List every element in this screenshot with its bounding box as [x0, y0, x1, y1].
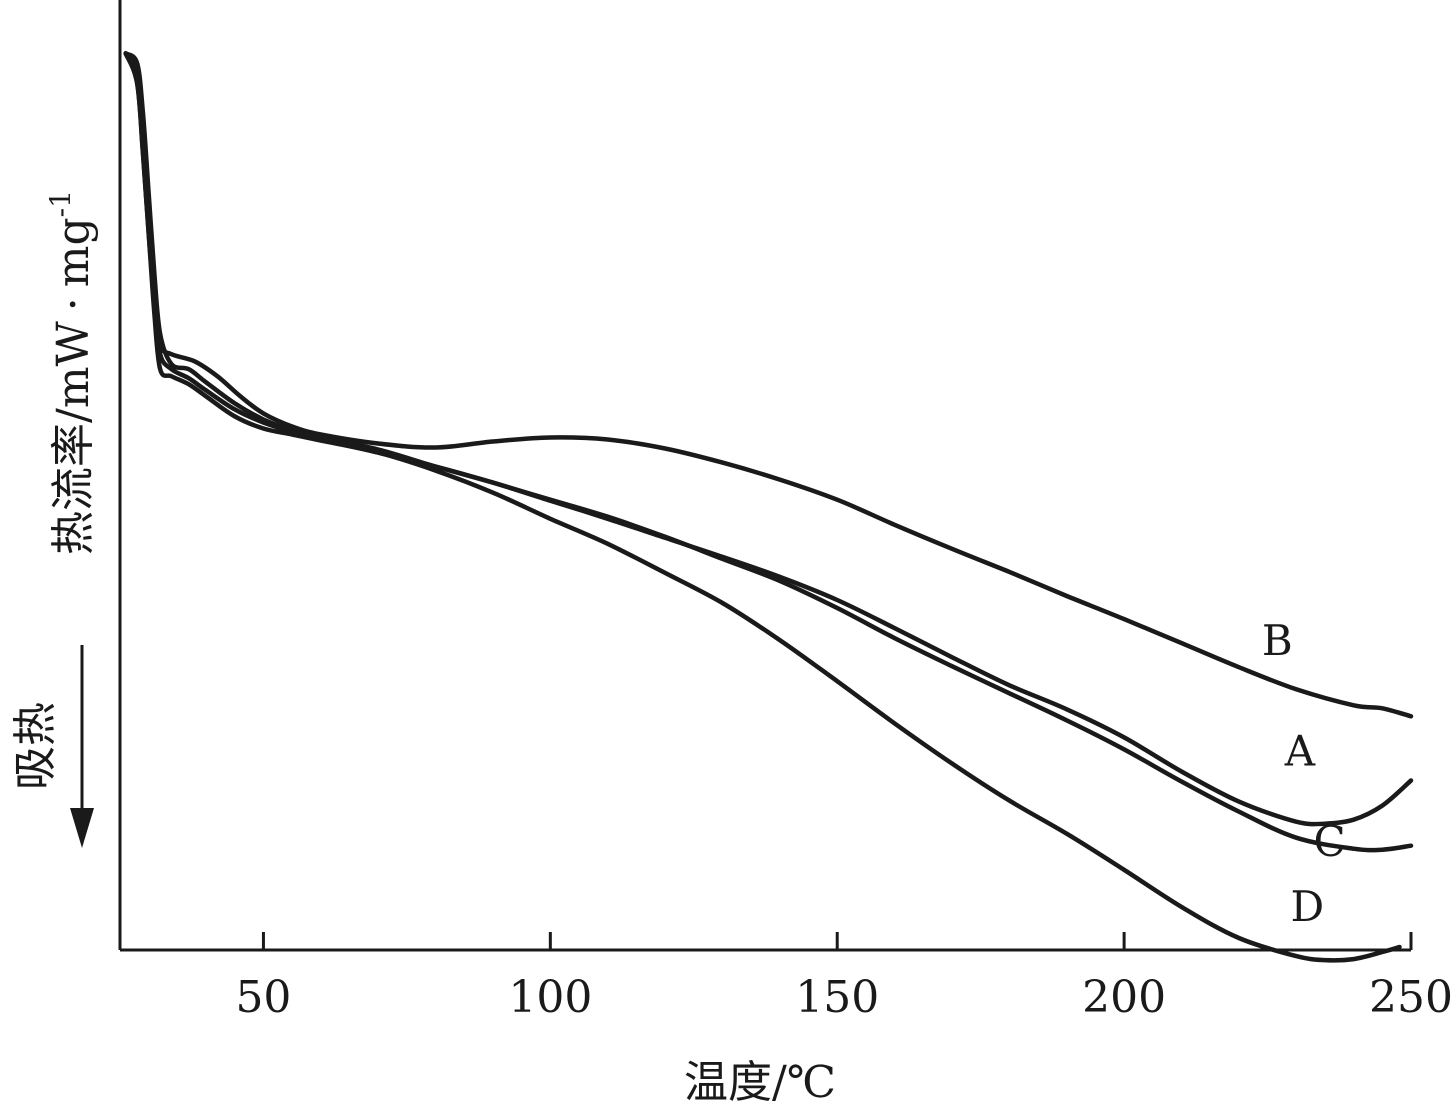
x-ticks: 50 100 150 200 250 — [235, 932, 1453, 1023]
y-axis-title-exponent: -1 — [44, 190, 77, 217]
series-label-b: B — [1262, 616, 1293, 665]
endothermic-label: 吸热 — [10, 702, 61, 790]
x-tick-label: 50 — [235, 972, 291, 1023]
x-tick-label: 200 — [1082, 972, 1166, 1023]
x-tick-label: 100 — [508, 972, 592, 1023]
series-labels: B ACD — [1262, 616, 1346, 931]
y-axis-title: 热流率/mW · mg-1 — [44, 190, 99, 555]
y-axis-title-unit: mg — [48, 217, 99, 287]
endothermic-arrow-head-icon — [70, 808, 94, 848]
y-axis-title-main: 热流率/mW — [48, 320, 99, 555]
curves-group — [123, 51, 1414, 963]
y-axis-title-dot: · — [48, 297, 99, 311]
series-label-c: C — [1313, 817, 1345, 866]
x-tick-label: 150 — [795, 972, 879, 1023]
series-line-d — [123, 51, 1402, 963]
series-label-d: D — [1291, 882, 1325, 931]
series-label-a: A — [1284, 726, 1316, 775]
x-axis-title: 温度/℃ — [684, 1057, 836, 1107]
x-tick-label: 250 — [1369, 972, 1453, 1023]
series-line-b — [123, 51, 1414, 719]
series-line-c — [123, 51, 1414, 853]
